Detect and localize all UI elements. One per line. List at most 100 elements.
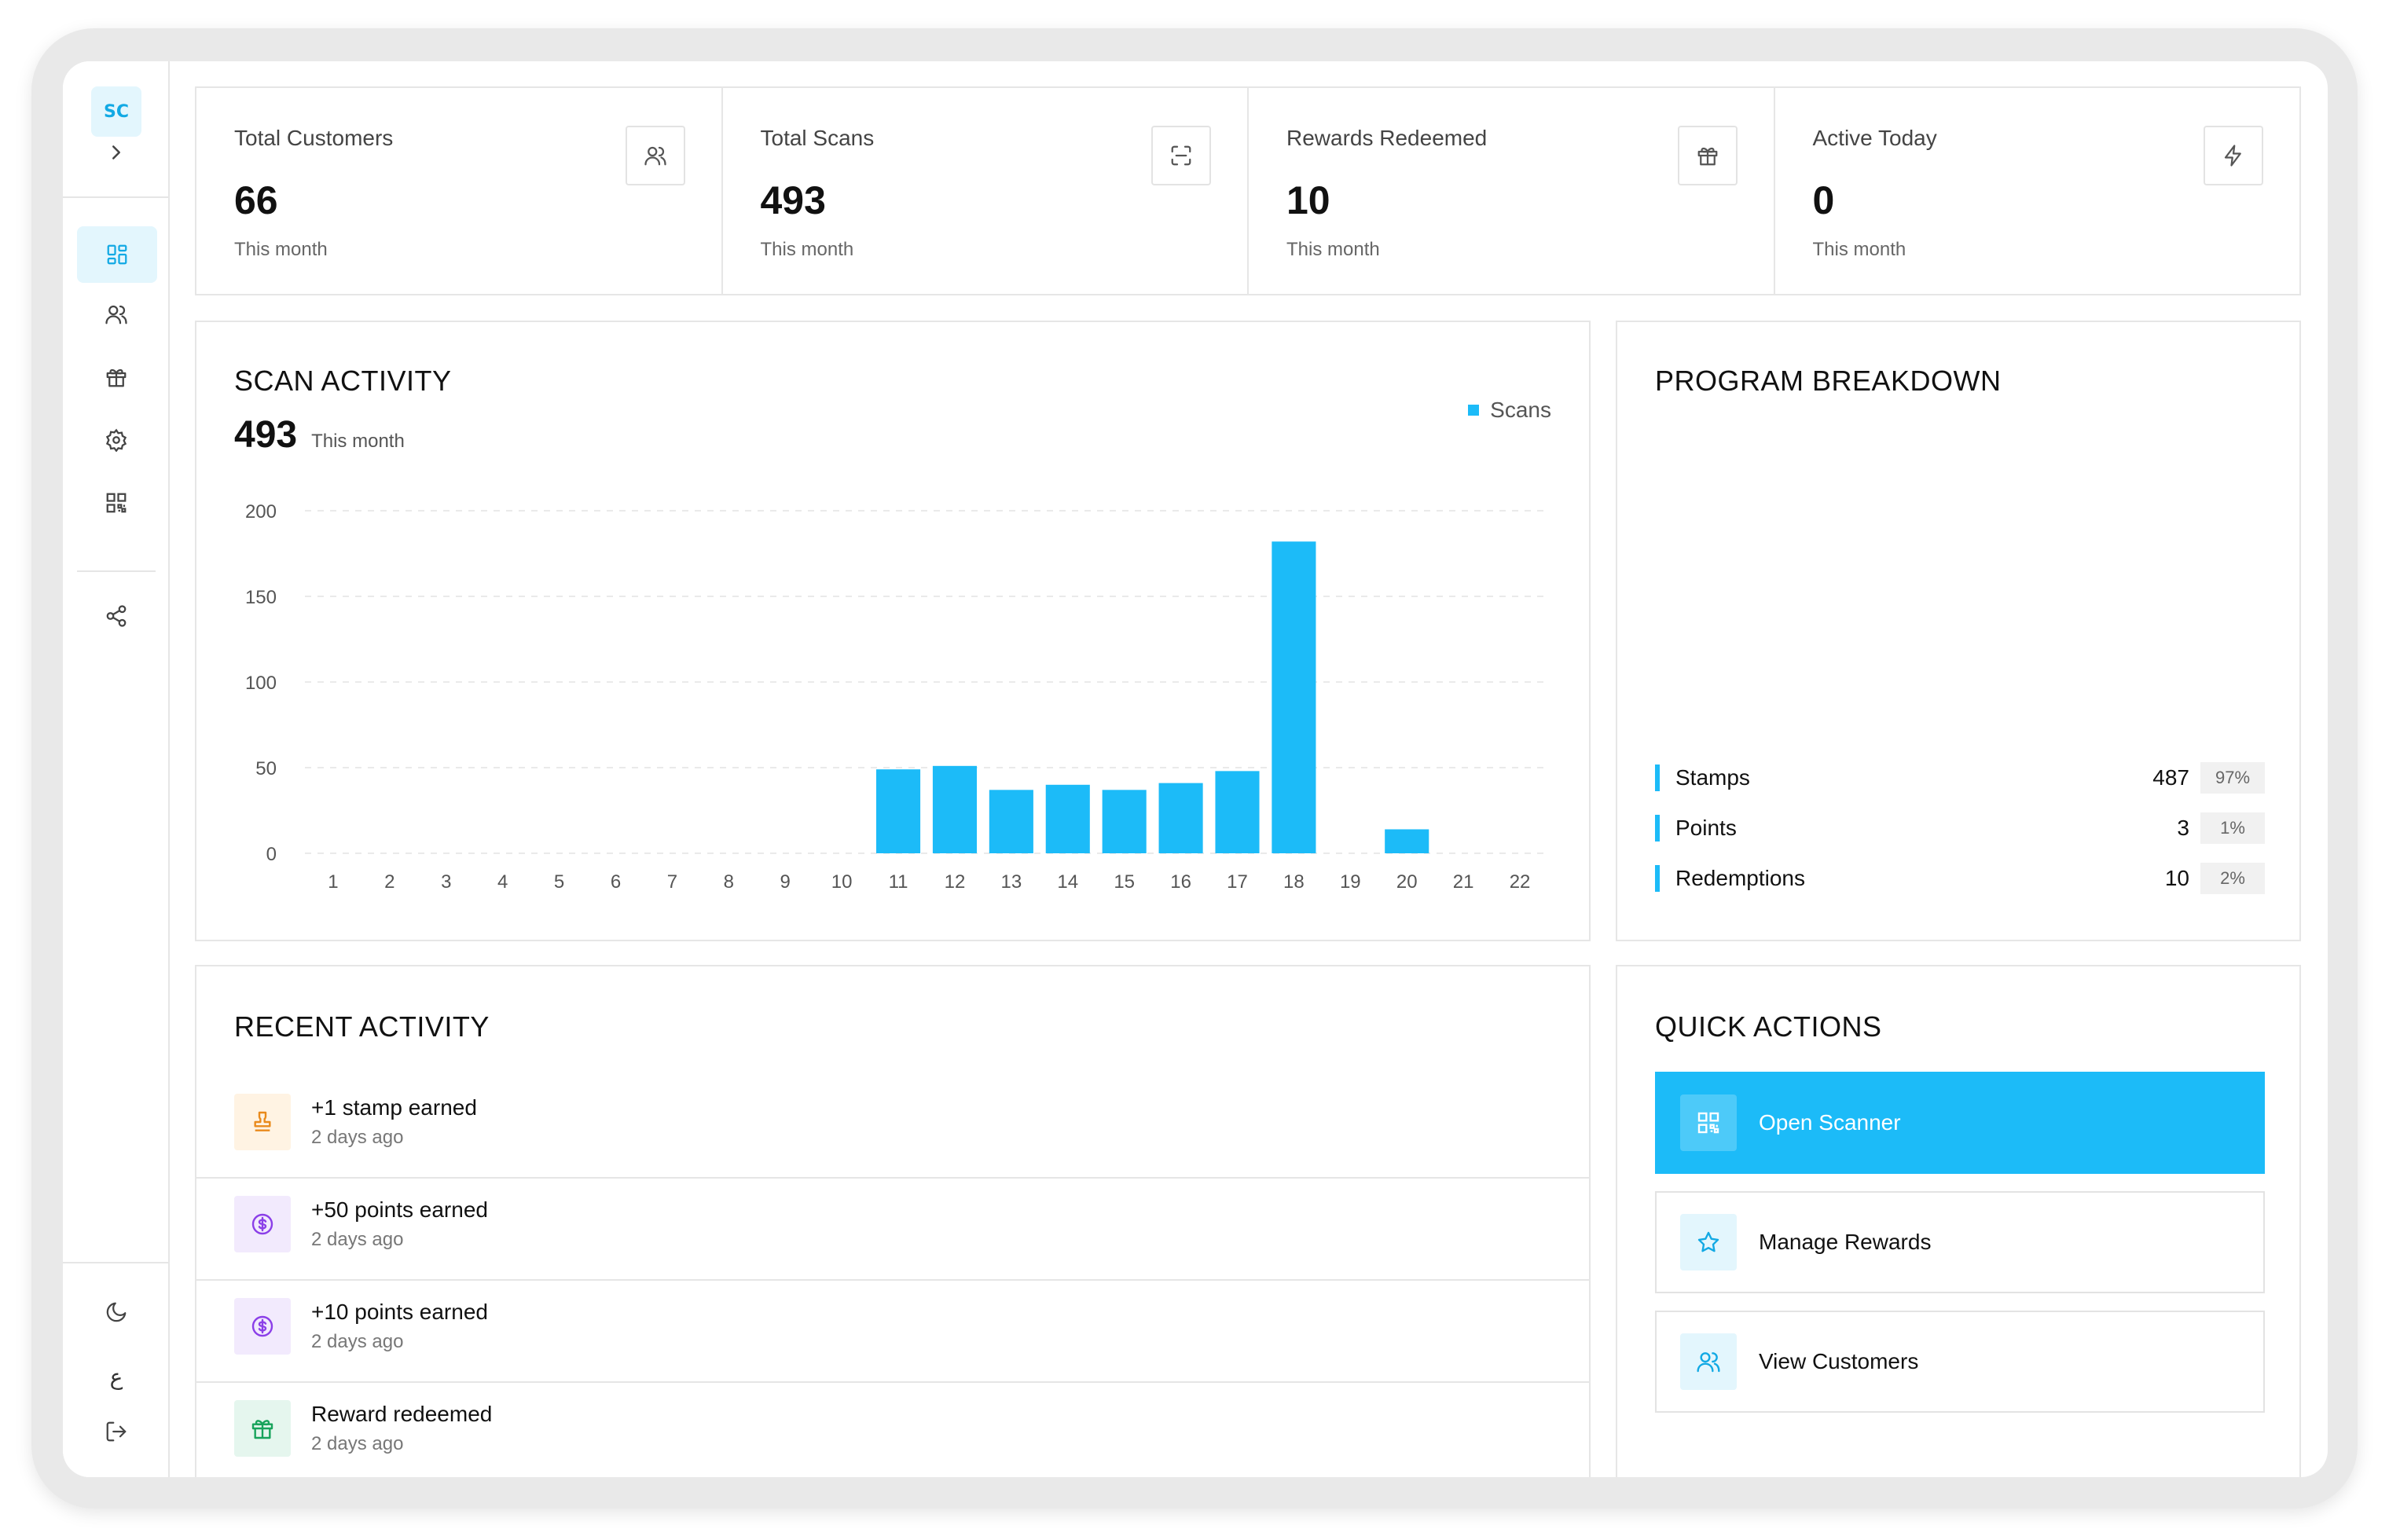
x-tick-label: 20 <box>1396 871 1418 893</box>
x-tick-label: 2 <box>384 871 394 893</box>
x-tick-label: 12 <box>945 871 966 893</box>
breakdown-row-stamps: Stamps 487 97% <box>1655 762 2265 794</box>
activity-title: Reward redeemed <box>311 1402 493 1426</box>
breakdown-value: 3 <box>2177 816 2189 840</box>
app-screen: SC ع <box>63 61 2328 1477</box>
dashboard-grid-icon <box>107 244 127 265</box>
x-tick-label: 9 <box>780 871 791 893</box>
activity-title: +1 stamp earned <box>311 1095 477 1120</box>
sidebar-divider <box>77 570 156 572</box>
x-tick-label: 22 <box>1510 871 1531 893</box>
stat-label: Active Today <box>1812 126 1937 150</box>
bar-day-20[interactable] <box>1385 829 1429 853</box>
scan-total-value: 493 <box>234 414 298 456</box>
x-tick-label: 17 <box>1227 871 1248 893</box>
x-tick-label: 13 <box>1001 871 1022 893</box>
bar-day-11[interactable] <box>876 769 921 853</box>
x-tick-label: 18 <box>1283 871 1305 893</box>
stat-active-today: Active Today 0 This month <box>1775 88 2300 294</box>
breakdown-percent: 2% <box>2200 863 2265 894</box>
activity-time: 2 days ago <box>311 1229 404 1250</box>
sidebar-item-qr-code[interactable] <box>91 478 141 528</box>
quick-action-label: View Customers <box>1759 1349 1919 1373</box>
stat-value: 493 <box>760 178 826 222</box>
stat-sub: This month <box>1286 239 1380 260</box>
section-title: RECENT ACTIVITY <box>234 1010 490 1043</box>
bar-day-14[interactable] <box>1045 784 1090 853</box>
stat-total-customers: Total Customers 66 This month <box>196 88 723 294</box>
stat-value: 66 <box>234 178 278 222</box>
bar-day-17[interactable] <box>1215 771 1260 853</box>
gift-icon <box>234 1400 291 1457</box>
breakdown-percent: 97% <box>2200 762 2265 794</box>
recent-activity-card: RECENT ACTIVITY +1 stamp earned 2 days a… <box>195 965 1591 1477</box>
gift-icon <box>1677 126 1738 185</box>
scan-icon <box>1151 126 1211 185</box>
section-title: QUICK ACTIONS <box>1655 1010 1882 1043</box>
x-tick-label: 4 <box>497 871 508 893</box>
breakdown-bar <box>1655 764 1660 791</box>
scan-total: 493 This month <box>234 413 405 456</box>
x-tick-label: 21 <box>1453 871 1474 893</box>
sidebar-item-customers[interactable] <box>91 289 141 339</box>
qr-code-icon <box>106 493 127 513</box>
stamp-icon <box>234 1094 291 1150</box>
manage-rewards-button[interactable]: Manage Rewards <box>1655 1191 2265 1293</box>
avatar[interactable]: SC <box>91 86 141 137</box>
x-tick-label: 5 <box>554 871 564 893</box>
x-tick-label: 15 <box>1114 871 1135 893</box>
users-icon <box>105 305 127 324</box>
stat-label: Total Customers <box>234 126 394 150</box>
stat-label: Total Scans <box>760 126 875 150</box>
open-scanner-button[interactable]: Open Scanner <box>1655 1072 2265 1174</box>
activity-title: +10 points earned <box>311 1300 488 1324</box>
activity-item[interactable]: +10 points earned 2 days ago <box>196 1281 1589 1383</box>
y-tick-label: 50 <box>255 758 277 779</box>
section-title: SCAN ACTIVITY <box>234 365 452 397</box>
language-toggle-button[interactable]: ع <box>109 1363 123 1390</box>
x-tick-label: 16 <box>1170 871 1191 893</box>
activity-item[interactable]: +50 points earned 2 days ago <box>196 1179 1589 1281</box>
stat-sub: This month <box>760 239 854 260</box>
sidebar-item-settings[interactable] <box>91 415 141 465</box>
bar-day-13[interactable] <box>989 790 1033 853</box>
breakdown-row-redemptions: Redemptions 10 2% <box>1655 863 2265 894</box>
qr-code-icon <box>1680 1094 1737 1151</box>
chart-legend: Scans <box>1468 398 1551 423</box>
stat-label: Rewards Redeemed <box>1286 126 1488 150</box>
breakdown-value: 10 <box>2164 866 2189 890</box>
chevron-right-icon[interactable] <box>91 127 141 178</box>
stat-sub: This month <box>234 239 328 260</box>
dollar-coin-icon <box>234 1298 291 1355</box>
bar-day-16[interactable] <box>1158 783 1203 853</box>
view-customers-button[interactable]: View Customers <box>1655 1311 2265 1413</box>
x-tick-label: 3 <box>441 871 451 893</box>
bar-day-15[interactable] <box>1102 790 1147 853</box>
stats-row: Total Customers 66 This month Total Scan… <box>195 86 2301 295</box>
breakdown-name: Stamps <box>1675 765 1750 790</box>
activity-item[interactable]: +1 stamp earned 2 days ago <box>196 1076 1589 1179</box>
dollar-coin-icon <box>234 1196 291 1252</box>
sidebar-item-rewards[interactable] <box>91 352 141 402</box>
x-tick-label: 11 <box>889 871 908 893</box>
bar-day-18[interactable] <box>1272 541 1316 853</box>
sidebar-item-share[interactable] <box>91 591 141 641</box>
activity-title: +50 points earned <box>311 1197 488 1222</box>
theme-toggle-button[interactable] <box>91 1287 141 1337</box>
activity-item[interactable]: Reward redeemed 2 days ago <box>196 1383 1589 1477</box>
y-tick-label: 150 <box>245 587 277 608</box>
share-icon <box>106 605 127 627</box>
scan-total-sub: This month <box>311 431 405 452</box>
logout-button[interactable] <box>91 1406 141 1457</box>
scan-activity-card: SCAN ACTIVITY 493 This month Scans 0 50 10… <box>195 321 1591 941</box>
bar-day-12[interactable] <box>932 765 977 853</box>
breakdown-bar <box>1655 865 1660 892</box>
breakdown-name: Redemptions <box>1675 866 1805 890</box>
x-tick-label: 10 <box>831 871 853 893</box>
sidebar-divider <box>63 196 170 198</box>
breakdown-name: Points <box>1675 816 1737 840</box>
sidebar-item-dashboard[interactable] <box>77 226 157 283</box>
stat-value: 0 <box>1812 178 1835 222</box>
users-icon <box>625 126 685 185</box>
